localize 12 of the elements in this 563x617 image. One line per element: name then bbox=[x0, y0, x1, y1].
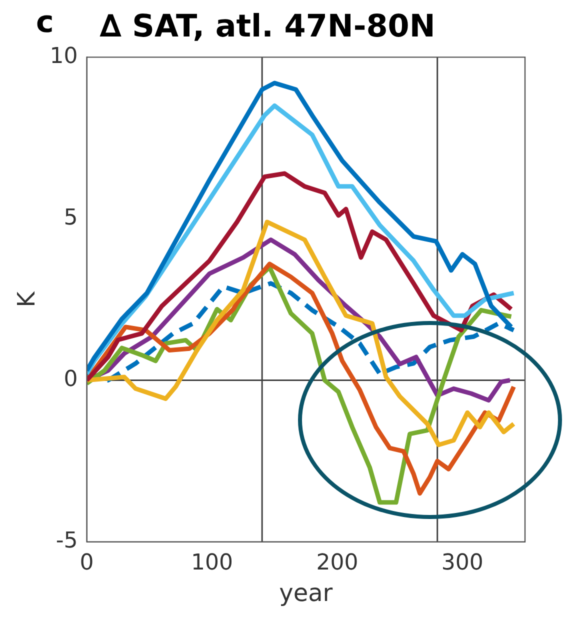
x-axis-title: year bbox=[279, 578, 333, 607]
x-tick-label: 300 bbox=[441, 550, 484, 576]
y-tick-label: 10 bbox=[50, 44, 78, 69]
x-tick-label: 200 bbox=[316, 550, 358, 576]
y-tick-label: 0 bbox=[64, 366, 78, 392]
chart-title: ∆ SAT, atl. 47N-80N bbox=[100, 8, 436, 45]
x-tick-label: 100 bbox=[190, 550, 233, 576]
x-tick-label: 0 bbox=[80, 550, 94, 576]
y-tick-label: 5 bbox=[64, 205, 78, 230]
text: c bbox=[36, 5, 54, 40]
y-tick-label: -5 bbox=[56, 528, 78, 554]
y-axis-title: K bbox=[12, 290, 41, 308]
